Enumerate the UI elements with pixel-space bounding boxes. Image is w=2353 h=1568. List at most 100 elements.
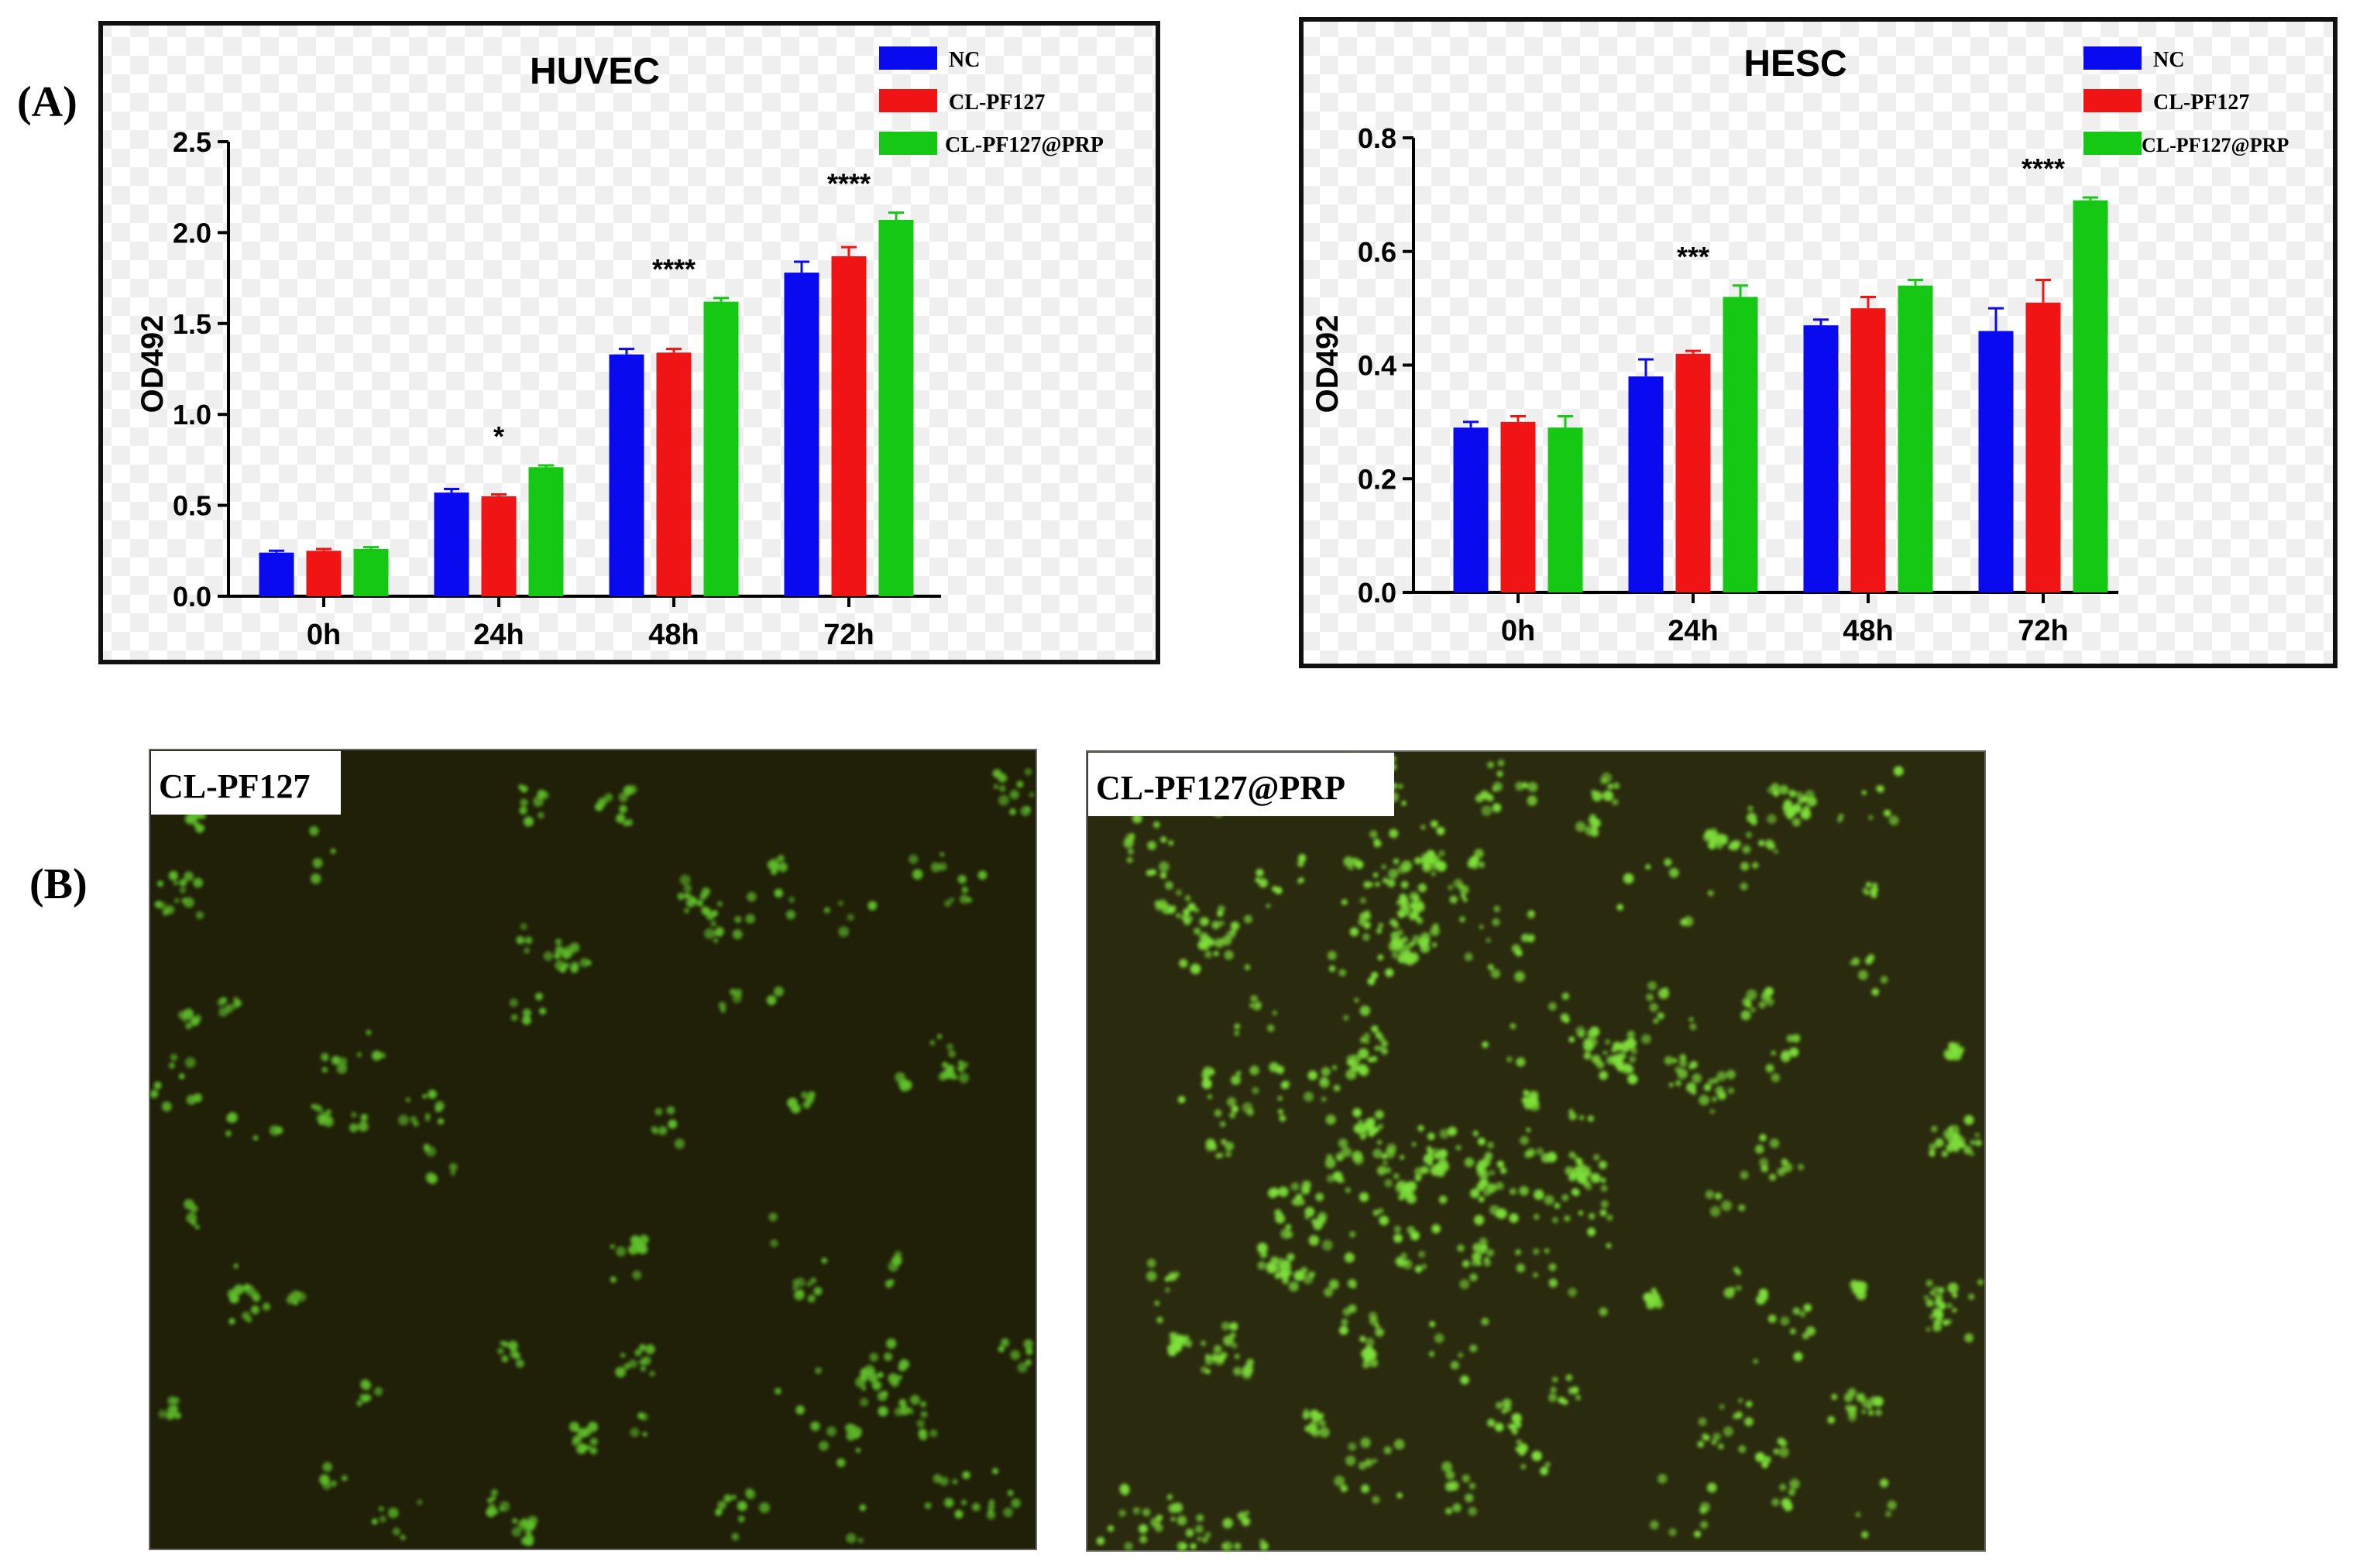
cell — [1699, 1506, 1707, 1515]
cell — [413, 1120, 420, 1127]
cell — [1393, 1233, 1403, 1244]
cell — [1434, 862, 1442, 870]
cell — [801, 1091, 809, 1099]
cell — [181, 897, 187, 904]
cell — [1010, 1350, 1021, 1360]
cell — [1548, 1278, 1558, 1288]
cell — [745, 914, 755, 924]
cell — [1482, 1041, 1489, 1048]
cell — [1376, 841, 1382, 847]
cell — [1194, 1525, 1204, 1534]
cell — [1286, 1253, 1295, 1261]
cell — [998, 794, 1009, 806]
cell — [1780, 1316, 1790, 1326]
cell — [1279, 1114, 1286, 1122]
cell — [1255, 1000, 1262, 1008]
cell — [1205, 1368, 1211, 1374]
cell — [1328, 1279, 1339, 1290]
cell — [1409, 1181, 1417, 1188]
cell — [1358, 1461, 1367, 1470]
cell — [1855, 1511, 1861, 1518]
cell — [1699, 1094, 1710, 1106]
hesc-x-tick-label: 24h — [1668, 615, 1718, 647]
cell — [1789, 1047, 1799, 1058]
cell — [1193, 927, 1201, 935]
cell — [1541, 1153, 1551, 1163]
cell — [1689, 1023, 1697, 1031]
cell — [1888, 815, 1899, 826]
cell — [1359, 912, 1369, 921]
cell — [1761, 1461, 1769, 1469]
cell — [731, 1532, 740, 1541]
cell — [437, 1118, 445, 1125]
cell — [435, 1100, 445, 1111]
cell — [184, 1199, 194, 1209]
cell — [1366, 1348, 1376, 1359]
cell — [616, 1246, 627, 1257]
cell — [1716, 842, 1723, 849]
micrograph-cl-pf127-prp-cells — [1096, 753, 1984, 1552]
cell — [1871, 882, 1878, 889]
huvec-y-axis-label: OD492 — [136, 315, 170, 413]
cell — [1221, 1542, 1228, 1550]
cell — [929, 1429, 938, 1438]
cell — [594, 802, 604, 811]
cell — [1709, 1206, 1721, 1217]
cell — [1139, 1535, 1148, 1544]
cell — [890, 1378, 900, 1388]
cell — [227, 1288, 238, 1299]
hesc-bar — [1723, 297, 1758, 592]
huvec-bar — [306, 551, 342, 596]
cell — [1600, 1199, 1609, 1209]
cell — [1496, 1160, 1505, 1168]
cell — [1199, 917, 1209, 927]
cell — [1769, 1138, 1780, 1148]
cell — [1849, 960, 1854, 966]
cell — [323, 1116, 335, 1127]
cell — [554, 952, 561, 959]
cell — [1365, 1337, 1375, 1347]
huvec-chart-title: HUVEC — [530, 51, 660, 92]
cell — [1282, 1278, 1289, 1285]
micrograph-cl-pf127-prp-label: CL-PF127@PRP — [1096, 769, 1345, 807]
cell — [1386, 1143, 1397, 1154]
cell — [793, 1289, 805, 1301]
cell — [1955, 1054, 1962, 1060]
cell — [1486, 1183, 1497, 1193]
cell — [228, 1318, 235, 1325]
cell — [1177, 1340, 1184, 1347]
cell — [1943, 1319, 1949, 1326]
cell — [1393, 1439, 1405, 1450]
cell — [417, 1499, 423, 1505]
cell — [1953, 1147, 1960, 1153]
cell — [319, 1474, 330, 1485]
cell — [1434, 1333, 1444, 1343]
cell — [1765, 1064, 1774, 1073]
huvec-legend: NC CL-PF127 CL-PF127@PRP — [879, 46, 1104, 157]
cell — [1440, 1161, 1450, 1172]
cell — [1324, 1287, 1334, 1297]
cell — [1438, 1195, 1448, 1204]
cell — [1390, 931, 1400, 941]
cell — [1786, 1034, 1795, 1043]
huvec-significance-marker: **** — [827, 168, 871, 200]
cell — [1361, 1484, 1370, 1494]
cell — [1977, 1278, 1984, 1285]
cell — [966, 897, 973, 903]
cell — [1288, 1281, 1299, 1292]
cell — [1259, 1539, 1266, 1545]
cell — [1460, 1375, 1470, 1385]
cell — [1204, 950, 1212, 959]
cell — [1548, 1263, 1557, 1271]
huvec-y-tick-label: 2.0 — [173, 217, 211, 249]
cell — [916, 1419, 925, 1428]
cell — [1399, 894, 1407, 902]
cell — [1258, 878, 1268, 888]
hesc-legend-label-cl-pf127-prp: CL-PF127@PRP — [2142, 134, 2289, 156]
cell — [1462, 1474, 1471, 1483]
cell — [1445, 1470, 1455, 1480]
cell — [715, 1508, 723, 1516]
cell — [1946, 1302, 1953, 1309]
cell — [930, 862, 941, 873]
cell — [169, 1062, 175, 1069]
